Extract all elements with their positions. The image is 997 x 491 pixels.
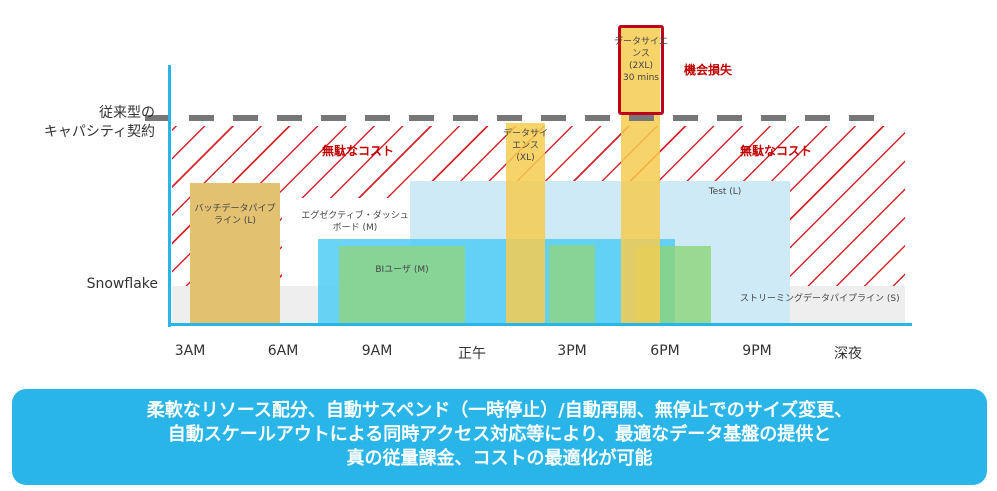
batch-label: バッチデータパイプライン (L) bbox=[194, 204, 276, 226]
banner-line-2: 自動スケールアウトによる同時アクセス対応等により、最適なデータ基盤の提供と bbox=[167, 424, 832, 445]
capacity-label-2: キャパシティ契約 bbox=[43, 124, 155, 140]
bi-user-box bbox=[339, 246, 465, 325]
ds-xl-box bbox=[506, 123, 545, 325]
snowflake-label: Snowflake bbox=[86, 276, 158, 292]
summary-banner: 柔軟なリソース配分、自動サスペンド（一時停止）/自動再開、無停止でのサイズ変更、… bbox=[12, 389, 987, 485]
ds-2xl-label-2: (2XL) bbox=[629, 61, 653, 71]
banner-line-1: 柔軟なリソース配分、自動サスペンド（一時停止）/自動再開、無停止でのサイズ変更、 bbox=[146, 400, 853, 421]
x-axis bbox=[168, 323, 912, 326]
banner-line-3: 真の従量課金、コストの最適化が可能 bbox=[346, 448, 653, 469]
exec-dashboard-label: エグゼクティブ・ダッシュボード (M) bbox=[301, 211, 409, 233]
ds-2xl-box bbox=[621, 27, 660, 325]
ds-2xl-label-1: データサイエンス bbox=[614, 37, 668, 59]
x-tick: 6PM bbox=[650, 343, 680, 359]
opportunity-loss-frame bbox=[618, 25, 664, 115]
x-tick: 6AM bbox=[267, 343, 299, 359]
test-label: Test (L) bbox=[708, 187, 742, 197]
x-tick: 3PM bbox=[557, 343, 587, 359]
x-tick: 3AM bbox=[174, 343, 206, 359]
x-tick: 正午 bbox=[458, 346, 486, 362]
waste-right-label: 無駄なコスト bbox=[740, 144, 813, 158]
waste-left-label: 無駄なコスト bbox=[322, 144, 395, 158]
bi-user-box-2 bbox=[549, 245, 595, 325]
bi-user-label: BIユーザ (M) bbox=[375, 265, 429, 275]
x-tick: 9AM bbox=[361, 343, 393, 359]
ds-xl-label: データサイエンス (XL) bbox=[502, 129, 548, 163]
streaming-label: ストリーミングデータパイプライン (S) bbox=[740, 294, 900, 304]
ds-2xl-label-3: 30 mins bbox=[623, 73, 659, 83]
capacity-dashed-line bbox=[145, 115, 885, 121]
x-tick: 深夜 bbox=[834, 346, 862, 362]
capacity-label-1: 従来型の bbox=[99, 105, 155, 121]
opportunity-loss-label: 機会損失 bbox=[684, 63, 733, 77]
y-axis bbox=[168, 65, 171, 327]
x-tick: 9PM bbox=[742, 343, 772, 359]
batch-box bbox=[190, 183, 280, 325]
